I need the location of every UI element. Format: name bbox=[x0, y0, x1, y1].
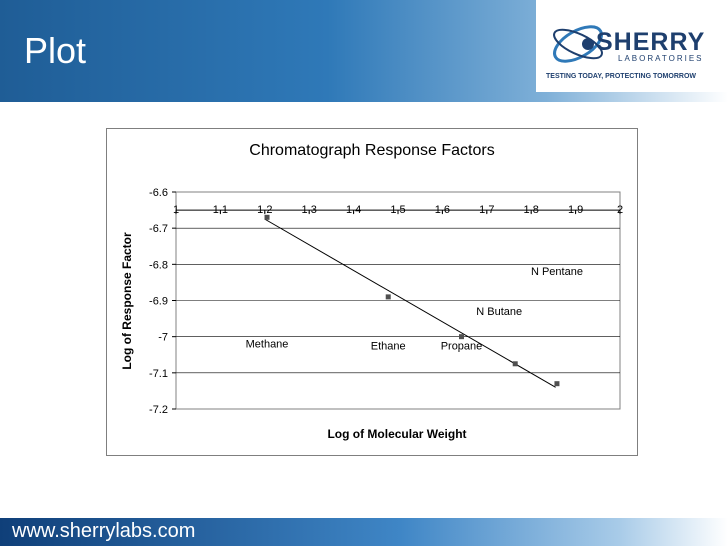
point-label: Ethane bbox=[371, 340, 406, 352]
data-point bbox=[264, 214, 270, 220]
x-tick-label: 1.7 bbox=[479, 204, 494, 216]
point-label: N Pentane bbox=[531, 266, 583, 278]
point-label: N Butane bbox=[476, 306, 522, 318]
y-tick-label: -7.1 bbox=[149, 368, 168, 380]
logo-tagline: TESTING TODAY, PROTECTING TOMORROW bbox=[546, 73, 696, 80]
chart-title: Chromatograph Response Factors bbox=[249, 142, 494, 159]
x-tick-label: 1.9 bbox=[568, 204, 583, 216]
x-tick-label: 1.6 bbox=[435, 204, 450, 216]
footer-url[interactable]: www.sherrylabs.com bbox=[12, 520, 196, 542]
point-label: Methane bbox=[246, 339, 289, 351]
x-tick-label: 1.5 bbox=[390, 204, 405, 216]
x-tick-label: 1.4 bbox=[346, 204, 361, 216]
y-tick-label: -6.9 bbox=[149, 296, 168, 308]
logo-name: SHERRY bbox=[596, 28, 706, 56]
logo bbox=[536, 0, 728, 92]
x-tick-label: 2 bbox=[617, 204, 623, 216]
x-axis-label: Log of Molecular Weight bbox=[327, 427, 466, 441]
data-point bbox=[458, 334, 464, 340]
x-tick-label: 1 bbox=[173, 204, 179, 216]
x-tick-label: 1.1 bbox=[213, 204, 228, 216]
y-tick-label: -6.7 bbox=[149, 223, 168, 235]
y-tick-label: -7 bbox=[158, 332, 168, 344]
data-point bbox=[385, 294, 391, 300]
trendline bbox=[264, 218, 556, 388]
x-tick-label: 1.8 bbox=[524, 204, 539, 216]
x-tick-label: 1.2 bbox=[257, 204, 272, 216]
slide-title: Plot bbox=[24, 30, 87, 71]
data-point bbox=[554, 381, 560, 387]
y-tick-label: -7.2 bbox=[149, 404, 168, 416]
x-tick-label: 1.3 bbox=[302, 204, 317, 216]
logo-swoosh-icon bbox=[553, 25, 603, 63]
footer-bar: www.sherrylabs.com bbox=[0, 518, 728, 546]
point-label: Propane bbox=[441, 340, 483, 352]
chart-frame: -6.6 -6.7 -6.8 -6.9 -7 -7.1 -7.2 1 1.1 1.2 1.3 1.4 1… bbox=[106, 128, 638, 456]
logo-subtitle: LABORATORIES bbox=[618, 54, 704, 63]
data-point bbox=[512, 361, 518, 367]
y-tick-label: -6.6 bbox=[149, 187, 168, 199]
y-tick-label: -6.8 bbox=[149, 259, 168, 271]
y-axis-label: Log of Response Factor bbox=[120, 232, 134, 370]
chart: -6.6 -6.7 -6.8 -6.9 -7 -7.1 -7.2 1 1.1 1.2 1.3 1.4 1… bbox=[120, 142, 623, 441]
